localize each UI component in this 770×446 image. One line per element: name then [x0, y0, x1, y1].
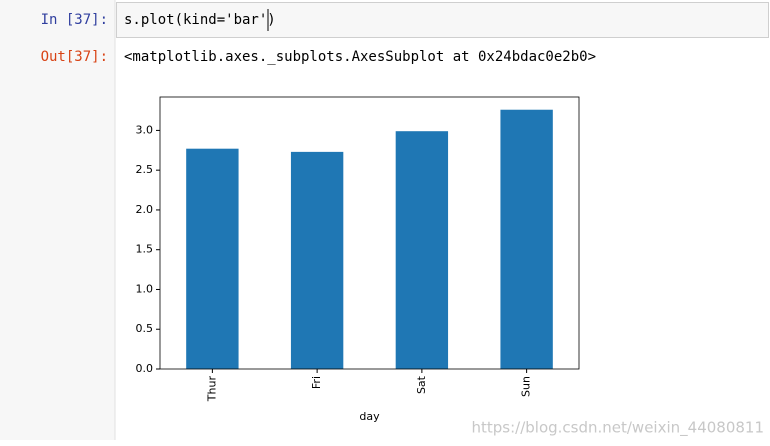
prompt-column [0, 0, 115, 440]
input-prompt: In [37]: [41, 12, 108, 28]
output-prompt: Out[37]: [41, 49, 108, 65]
x-axis-label: day [359, 410, 380, 423]
x-tick-label: Thur [205, 376, 218, 403]
y-tick-label: 0.5 [136, 322, 154, 335]
x-tick-label: Fri [310, 376, 323, 389]
bar [395, 131, 449, 369]
y-tick-label: 0.0 [136, 362, 154, 375]
y-tick-label: 2.0 [136, 203, 154, 216]
output-text: <matplotlib.axes._subplots.AxesSubplot a… [124, 49, 596, 65]
bar [500, 109, 553, 369]
code[interactable]: s.plot(kind='bar') [124, 12, 276, 28]
axes-frame [159, 96, 580, 370]
y-tick-label: 3.0 [136, 123, 154, 136]
code-cell[interactable] [116, 2, 769, 38]
y-tick-label: 1.0 [136, 282, 154, 295]
x-tick-label: Sun [520, 376, 533, 397]
x-tick-label: Sat [415, 375, 428, 394]
bar [290, 151, 344, 369]
y-tick-label: 1.5 [136, 243, 154, 256]
y-tick-label: 2.5 [136, 163, 154, 176]
bar [186, 148, 239, 369]
watermark: https://blog.csdn.net/weixin_44080811 [471, 419, 764, 438]
